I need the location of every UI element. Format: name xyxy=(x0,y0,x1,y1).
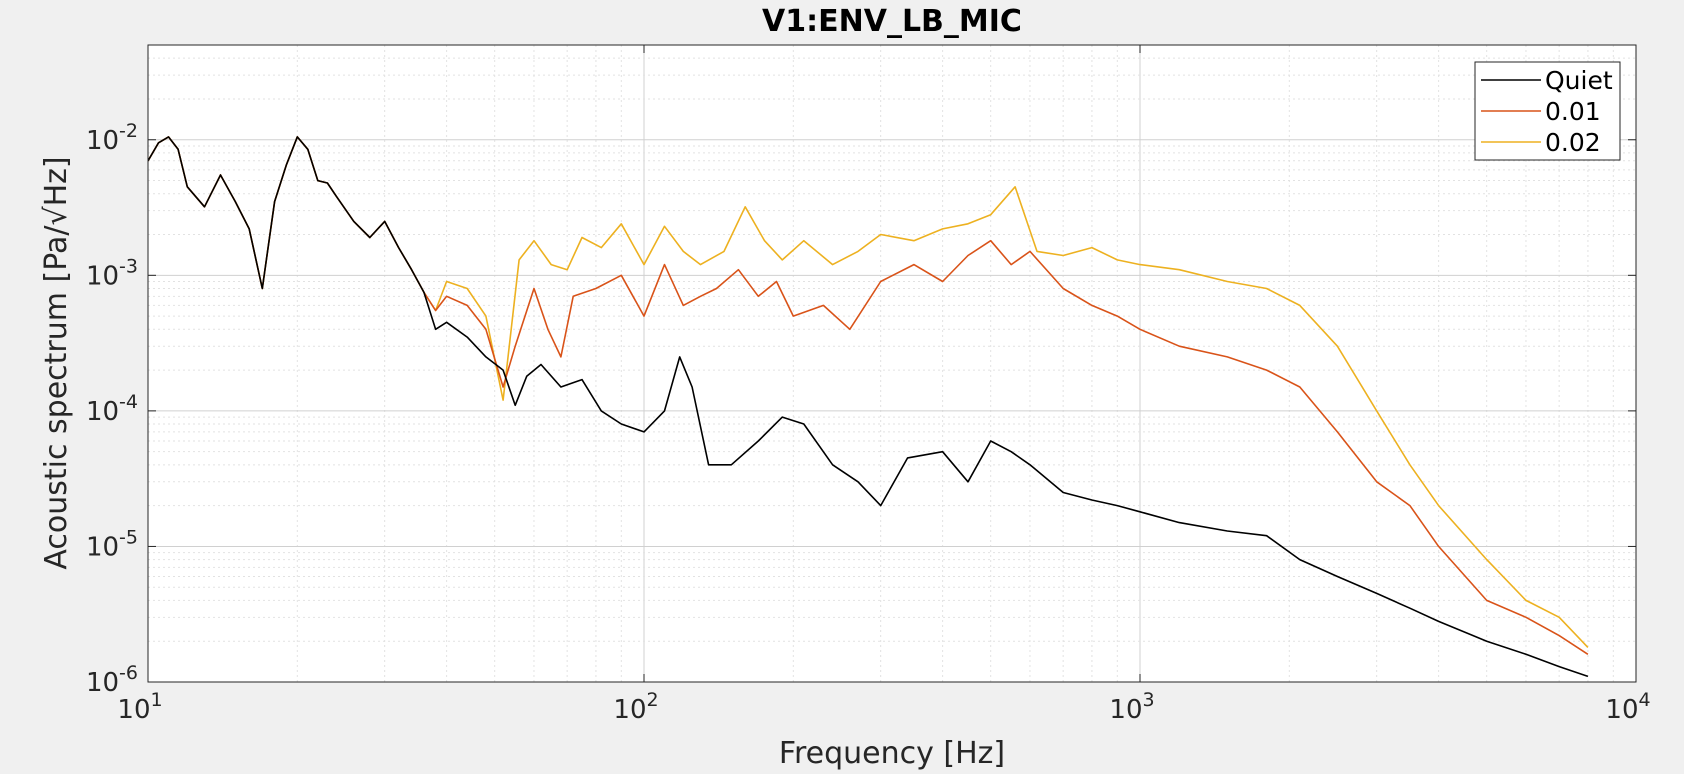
legend-label: 0.01 xyxy=(1545,97,1601,126)
ticks: 101 102 103 104 10-6 10-5 10-4 10-3 10-2 xyxy=(86,45,1651,725)
y-axis-label: Acoustic spectrum [Pa/√Hz] xyxy=(39,156,74,569)
x-tick-label: 103 xyxy=(1109,689,1154,725)
y-tick-label: 10-3 xyxy=(86,255,138,291)
legend-label: 0.02 xyxy=(1545,128,1601,157)
y-tick-label: 10-6 xyxy=(86,662,138,698)
y-tick-label: 10-4 xyxy=(86,391,138,427)
plot-area xyxy=(148,136,1589,678)
x-tick-label: 101 xyxy=(117,689,162,725)
y-tick-label: 10-2 xyxy=(86,120,138,156)
series-line-quiet xyxy=(148,136,1589,678)
chart-title: V1:ENV_LB_MIC xyxy=(762,4,1022,39)
y-tick-label: 10-5 xyxy=(86,526,138,562)
axes-background xyxy=(148,45,1636,682)
x-tick-label: 104 xyxy=(1605,689,1650,725)
x-axis-label: Frequency [Hz] xyxy=(779,736,1005,771)
legend-label: Quiet xyxy=(1545,66,1613,95)
axes-box xyxy=(147,44,1637,683)
x-tick-label: 102 xyxy=(613,689,658,725)
